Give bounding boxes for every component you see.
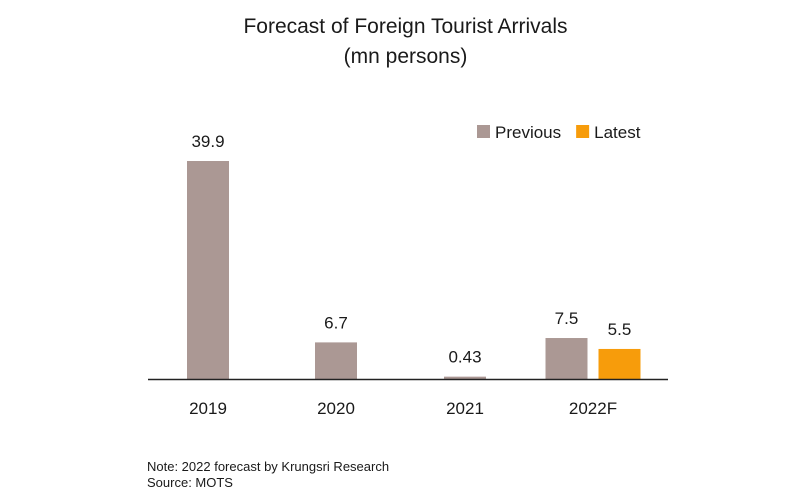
- footnote: Note: 2022 forecast by Krungsri Research: [147, 459, 390, 474]
- legend-swatch-previous: [477, 125, 490, 138]
- x-tick-label-2022f: 2022F: [569, 399, 617, 418]
- data-label-previous-2021: 0.43: [448, 348, 481, 367]
- bar-latest-2022f: [598, 348, 641, 379]
- x-tick-label-2021: 2021: [446, 399, 484, 418]
- data-label-latest-2022f: 5.5: [608, 320, 632, 339]
- chart-title: Forecast of Foreign Tourist Arrivals: [243, 15, 568, 38]
- data-label-previous-2019: 39.9: [191, 132, 224, 151]
- data-label-previous-2022f: 7.5: [555, 309, 579, 328]
- data-label-previous-2020: 6.7: [324, 313, 348, 332]
- source-note: Source: MOTS: [147, 475, 233, 490]
- bar-previous-2021: [444, 376, 486, 379]
- bar-previous-2022f: [545, 338, 588, 379]
- x-tick-label-2020: 2020: [317, 399, 355, 418]
- legend-label-previous: Previous: [495, 123, 561, 142]
- bar-previous-2020: [315, 342, 357, 379]
- legend-label-latest: Latest: [594, 123, 641, 142]
- x-tick-label-2019: 2019: [189, 399, 227, 418]
- bar-previous-2019: [187, 161, 229, 379]
- legend-swatch-latest: [576, 125, 590, 138]
- chart-subtitle: (mn persons): [343, 45, 468, 68]
